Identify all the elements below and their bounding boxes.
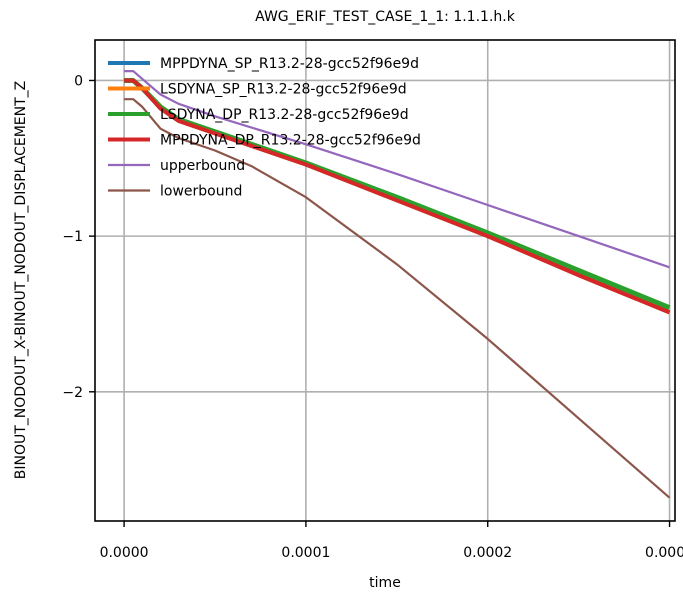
y-tick-label: −1 <box>62 229 83 245</box>
legend-label: lowerbound <box>160 184 242 200</box>
chart-title: AWG_ERIF_TEST_CASE_1_1: 1.1.1.h.k <box>255 9 516 25</box>
x-axis-ticks: 0.0000 0.0001 0.0002 0.0003 <box>100 521 683 561</box>
x-tick-label: 0.0001 <box>281 545 330 561</box>
legend-label: upperbound <box>160 158 245 174</box>
x-tick-label: 0.0003 <box>645 545 683 561</box>
grid <box>95 40 675 521</box>
legend-label: MPPDYNA_DP_R13.2-28-gcc52f96e9d <box>160 133 421 149</box>
legend-label: MPPDYNA_SP_R13.2-28-gcc52f96e9d <box>160 56 419 72</box>
x-tick-label: 0.0002 <box>463 545 512 561</box>
series-lines <box>124 69 671 499</box>
legend: MPPDYNA_SP_R13.2-28-gcc52f96e9d LSDYNA_SP… <box>108 56 421 200</box>
plot-frame <box>94 39 676 522</box>
y-axis-ticks: 0 −1 −2 <box>62 73 95 401</box>
legend-label: LSDYNA_SP_R13.2-28-gcc52f96e9d <box>160 82 407 98</box>
legend-label: LSDYNA_DP_R13.2-28-gcc52f96e9d <box>160 107 409 123</box>
y-tick-label: −2 <box>62 385 83 401</box>
series-line-4 <box>124 69 670 269</box>
y-axis-label: BINOUT_NODOUT_X-BINOUT_NODOUT_DISPLACEME… <box>13 81 29 480</box>
x-axis-label: time <box>369 575 401 591</box>
series-line-5 <box>124 98 671 499</box>
series-line-3 <box>124 78 671 315</box>
y-tick-label: 0 <box>74 73 83 89</box>
x-tick-label: 0.0000 <box>100 545 149 561</box>
